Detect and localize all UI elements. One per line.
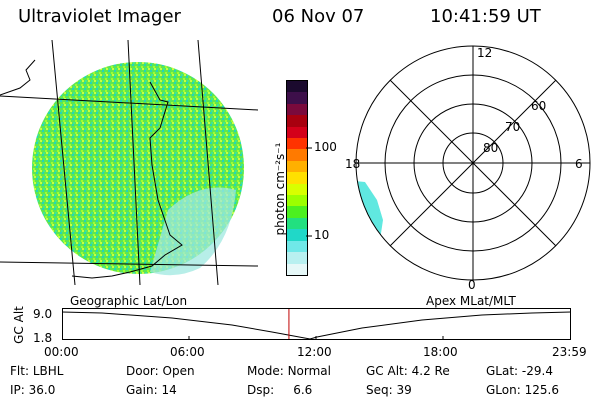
colorbar-segment: [287, 92, 307, 104]
colorbar-segment: [287, 81, 307, 93]
footer-glon: GLon: 125.6: [486, 383, 559, 397]
instrument-title: Ultraviolet Imager: [18, 6, 181, 27]
mlt-label-0: 0: [468, 278, 476, 290]
altitude-curve: [62, 311, 572, 340]
colorbar-segment: [287, 149, 307, 161]
colorbar-segment: [287, 217, 307, 230]
colorbar-segment: [287, 240, 307, 253]
polar-axis: [389, 79, 557, 247]
geo-pale-region: [150, 187, 236, 276]
footer-flt: Flt: LBHL: [10, 364, 64, 378]
lon-line: [51, 40, 76, 285]
colorbar-segment: [287, 103, 307, 116]
colorbar-unit-label: photon cm⁻²s⁻¹: [273, 142, 287, 236]
geo-projection-label: Geographic Lat/Lon: [70, 294, 188, 308]
footer-gain: Gain: 14: [126, 383, 177, 397]
colorbar-segment: [287, 126, 307, 139]
footer-gc-alt: GC Alt: 4.2 Re: [366, 364, 450, 378]
colorbar-segment: [287, 263, 307, 275]
polar-emission-patch: [356, 180, 383, 245]
colorbar: [286, 80, 308, 276]
geographic-image: [0, 40, 258, 285]
gc-alt-axis-label: GC Alt: [12, 306, 26, 344]
date-label: 06 Nov 07: [272, 6, 365, 27]
alt-x-tick-1800: 18:00: [423, 345, 458, 359]
colorbar-segment: [287, 195, 307, 207]
polar-plot: 12 18 6 0 80 70 60: [345, 45, 591, 290]
colorbar-segment: [287, 115, 307, 127]
lat-label-80: 80: [483, 141, 498, 155]
colorbar-segment: [287, 160, 307, 173]
alt-x-tick-2359: 23:59: [552, 345, 587, 359]
lon-line: [197, 40, 219, 285]
time-label: 10:41:59 UT: [430, 6, 541, 27]
mlt-label-6: 6: [575, 157, 583, 171]
colorbar-tick-100: 100: [314, 140, 337, 154]
lat-line: [0, 261, 258, 267]
colorbar-segment: [287, 138, 307, 150]
alt-x-tick-1200: 12:00: [297, 345, 332, 359]
lat-label-70: 70: [505, 120, 520, 134]
alt-x-tick-0600: 06:00: [170, 345, 205, 359]
colorbar-segment: [287, 183, 307, 196]
polar-projection-label: Apex MLat/MLT: [426, 294, 516, 308]
mlt-label-18: 18: [345, 157, 360, 171]
footer-mode: Mode: Normal: [247, 364, 331, 378]
lat-label-60: 60: [531, 99, 546, 113]
footer-ip: IP: 36.0: [10, 383, 56, 397]
footer-door: Door: Open: [126, 364, 195, 378]
footer-glat: GLat: -29.4: [486, 364, 553, 378]
colorbar-ticks: [306, 147, 312, 237]
colorbar-segment: [287, 172, 307, 184]
footer-dsp: Dsp: 6.6: [247, 383, 313, 397]
lon-line: [127, 40, 141, 285]
colorbar-tick-10: 10: [314, 228, 330, 242]
alt-tick-9: 9.0: [33, 307, 53, 321]
colorbar-segment: [287, 252, 307, 264]
footer-seq: Seq: 39: [366, 383, 412, 397]
colorbar-segment: [287, 206, 307, 218]
alt-tick-1-8: 1.8: [33, 331, 53, 345]
colorbar-segment: [287, 229, 307, 241]
alt-x-tick-0000: 00:00: [44, 345, 79, 359]
mlt-label-12: 12: [477, 46, 492, 60]
coastline: [0, 59, 183, 279]
lat-line: [0, 95, 258, 111]
altitude-plot: [62, 308, 572, 340]
